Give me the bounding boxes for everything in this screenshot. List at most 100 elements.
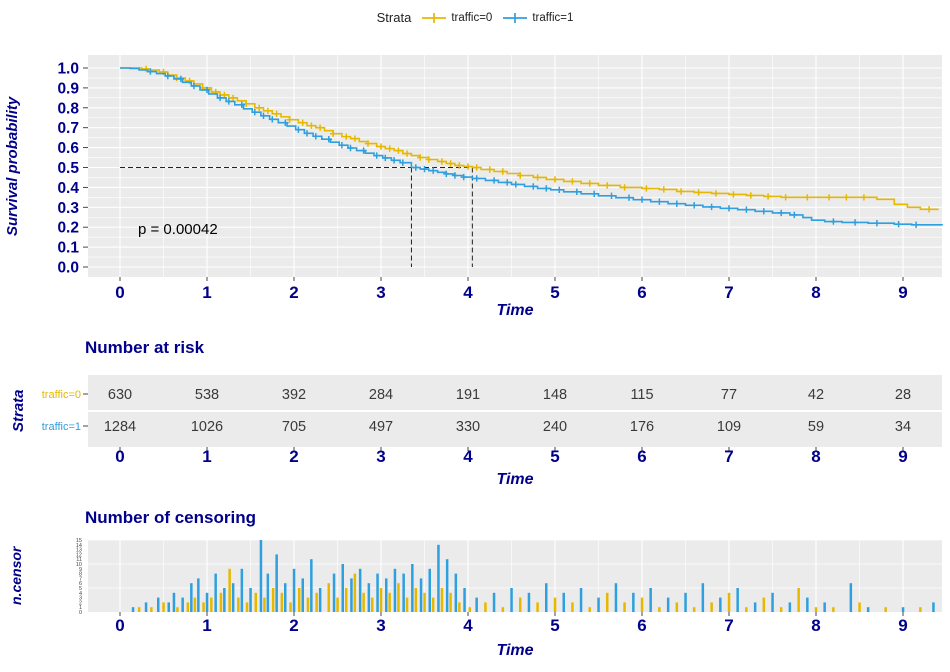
censor-mark — [251, 109, 259, 116]
x-tick-label: 6 — [637, 447, 646, 466]
y-tick-label: 1.0 — [57, 61, 79, 78]
censor-mark — [417, 154, 424, 161]
censor-bar — [779, 607, 783, 612]
censor-mark — [464, 163, 472, 170]
risk-count: 630 — [108, 387, 132, 403]
censor-mark — [499, 168, 506, 175]
censor-bar — [306, 597, 310, 612]
censor-y-tick-label: 1 — [79, 605, 82, 611]
risk-count: 176 — [630, 419, 654, 435]
censor-mark — [660, 186, 667, 193]
x-tick-label: 2 — [289, 616, 298, 635]
legend-key-traffic0-icon — [422, 12, 447, 23]
censor-mark — [895, 221, 902, 228]
censor-mark — [573, 188, 580, 195]
x-tick-label: 1 — [202, 283, 211, 302]
censor-bar — [193, 597, 197, 612]
censor-bar — [727, 592, 731, 612]
censor-bar — [492, 592, 496, 612]
x-tick-label: 5 — [550, 283, 559, 302]
censor-mark — [656, 198, 663, 205]
censor-mark — [273, 110, 280, 117]
risk-count: 115 — [630, 387, 653, 403]
censor-bar — [475, 597, 478, 612]
censor-bar — [205, 592, 209, 612]
x-tick-label: 5 — [550, 447, 559, 466]
censor-bar — [597, 597, 600, 612]
censor-mark — [347, 144, 354, 152]
censor-bar — [190, 583, 193, 612]
censor-bar — [150, 607, 153, 612]
censor-bar — [428, 568, 431, 612]
censor-mark — [691, 202, 698, 209]
censor-bar — [866, 607, 870, 612]
censor-mark — [295, 126, 302, 133]
censor-mark — [403, 150, 411, 157]
censor-mark — [390, 157, 398, 164]
censor-mark — [399, 159, 406, 166]
censor-bar — [823, 602, 826, 612]
risk-xlabel: Time — [496, 471, 534, 488]
risk-count: 28 — [895, 387, 911, 403]
y-tick-label: 0.3 — [57, 200, 79, 217]
censor-mark — [743, 206, 750, 213]
x-tick-label: 6 — [637, 616, 646, 635]
censor-mark — [925, 206, 933, 213]
censor-bar — [292, 568, 296, 612]
risk-count: 1026 — [191, 419, 223, 435]
censor-mark — [242, 100, 250, 107]
censor-mark — [351, 135, 359, 142]
censor-bar — [519, 597, 522, 612]
censor-bar — [692, 607, 696, 612]
censor-bar — [536, 602, 539, 612]
censor-mark — [299, 119, 306, 126]
censor-bar — [901, 607, 905, 612]
censor-bar — [440, 588, 444, 612]
censor-mark — [543, 185, 550, 192]
censor-plot-title: Number of censoring — [85, 508, 256, 527]
censor-bar — [144, 602, 148, 612]
censor-bar — [437, 544, 440, 612]
survival-panel — [88, 55, 942, 277]
censor-bar — [666, 597, 670, 612]
censor-bar — [701, 583, 705, 612]
risk-count: 392 — [282, 387, 306, 403]
censor-mark — [343, 133, 350, 140]
censor-mark — [360, 147, 367, 154]
x-tick-label: 0 — [115, 616, 124, 635]
censor-mark — [764, 193, 772, 200]
censor-bar — [231, 583, 235, 612]
censor-mark — [591, 190, 598, 197]
censor-mark — [190, 82, 198, 90]
censor-mark — [177, 75, 185, 83]
survival-xlabel: Time — [496, 302, 534, 319]
censor-mark — [382, 154, 389, 162]
censor-mark — [843, 194, 850, 201]
censor-bar — [157, 597, 160, 612]
censor-mark — [338, 142, 346, 149]
censor-mark — [473, 164, 480, 171]
censor-mark — [286, 116, 293, 123]
censor-bar — [649, 588, 652, 612]
censor-mark — [760, 208, 767, 215]
censor-bar — [393, 568, 397, 612]
x-tick-label: 8 — [811, 447, 820, 466]
censor-mark — [221, 91, 228, 99]
censor-bar — [571, 602, 574, 612]
censor-mark — [395, 147, 402, 154]
censor-mark — [708, 203, 715, 211]
censor-mark — [504, 179, 511, 186]
censor-mark — [512, 181, 519, 188]
x-tick-label: 8 — [811, 616, 820, 635]
censor-bar — [579, 588, 583, 612]
censor-bar — [675, 602, 679, 612]
censor-mark — [534, 174, 541, 181]
censor-mark — [851, 219, 859, 226]
censor-bar — [684, 592, 687, 612]
censor-bar — [419, 578, 423, 612]
censor-bar — [259, 540, 263, 612]
censor-bar — [449, 592, 452, 612]
censor-mark — [517, 172, 524, 179]
risk-count: 42 — [808, 387, 824, 403]
